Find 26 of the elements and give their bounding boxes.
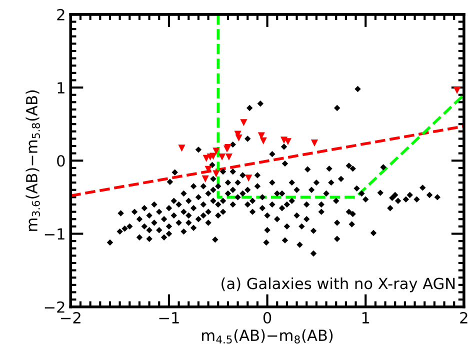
point	[212, 170, 220, 178]
point	[225, 153, 232, 161]
point	[218, 153, 226, 161]
x-tick-label: −1	[159, 312, 179, 324]
point	[204, 166, 212, 173]
point	[178, 144, 186, 152]
point	[240, 119, 248, 126]
y-axis-title: m$_{3.6}$(AB)−m$_{5.8}$(AB)	[26, 90, 40, 231]
point	[245, 174, 252, 182]
x-axis-title: m$_{4.5}$(AB)−m$_{8}$(AB)	[202, 329, 333, 344]
annotation: (a) Galaxies with no X-ray AGN	[222, 277, 455, 292]
x-tick-label: 1	[362, 312, 370, 324]
point	[210, 152, 217, 160]
y-tick-label: −1	[44, 228, 64, 240]
y-tick-label: 1	[58, 82, 64, 94]
point	[260, 137, 267, 144]
point	[202, 175, 209, 182]
y-tick-label: −2	[44, 301, 64, 313]
x-tick-label: 2	[460, 312, 468, 324]
x-tick-label: 0	[263, 312, 272, 324]
point	[235, 134, 242, 142]
y-tick-label: 0	[57, 155, 65, 167]
point	[310, 140, 318, 147]
point	[454, 86, 461, 94]
y-tick-label: 2	[57, 8, 64, 20]
point	[212, 148, 220, 155]
